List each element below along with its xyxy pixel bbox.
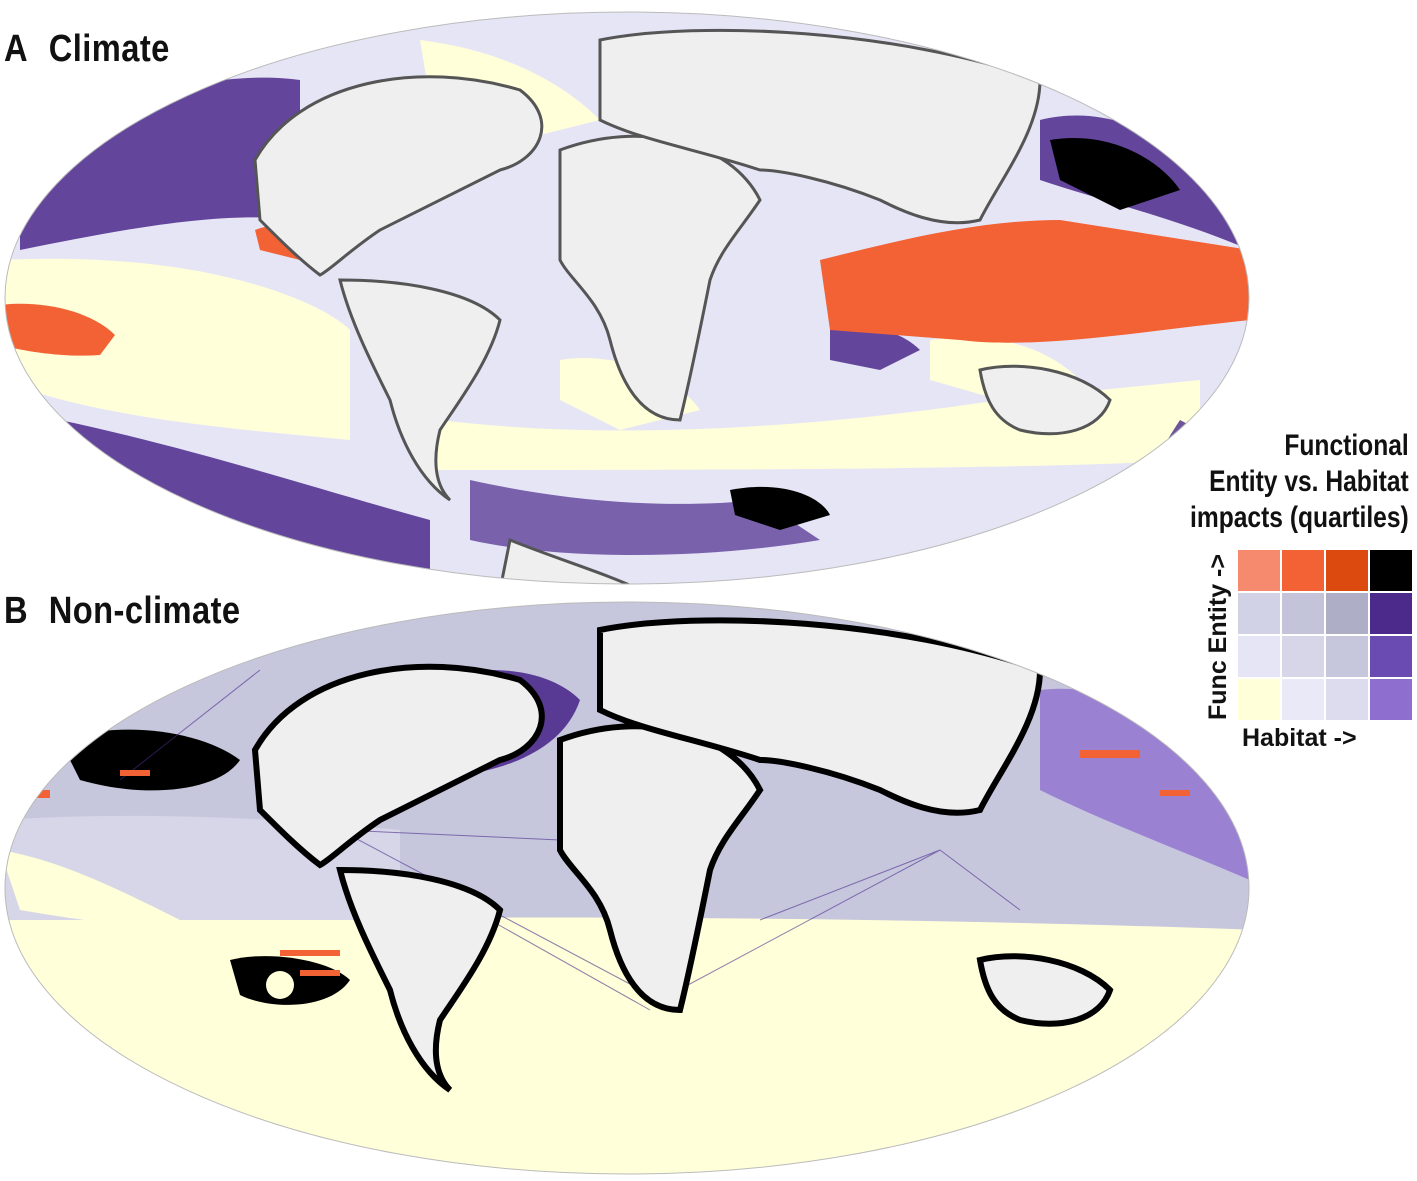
legend-swatch [1282, 636, 1324, 677]
legend-swatch [1238, 679, 1280, 720]
legend-swatch [1370, 550, 1412, 591]
legend-title-line: Entity vs. Habitat [1209, 465, 1409, 498]
high-both-impact-region [60, 729, 240, 791]
high-habitat-impact-region [470, 480, 820, 555]
high-functional-entity-impact-region [820, 220, 1249, 343]
low-impact-region [5, 258, 350, 440]
legend-swatch [1370, 636, 1412, 677]
legend-swatch [1326, 550, 1368, 591]
non-climate-impact-map [4, 601, 1250, 1175]
low-impact-region [266, 971, 294, 999]
legend-title: Functional Entity vs. Habitat impacts (q… [1190, 428, 1409, 536]
high-both-impact-region [1050, 138, 1180, 210]
high-both-impact-region [730, 486, 830, 530]
bivariate-legend: Functional Entity vs. Habitat impacts (q… [1150, 428, 1412, 758]
legend-swatch [1370, 593, 1412, 634]
legend-title-line: impacts (quartiles) [1190, 501, 1409, 534]
legend-color-grid [1238, 550, 1412, 720]
legend-swatch [1282, 550, 1324, 591]
land-masses [253, 28, 1112, 584]
legend-swatch [1282, 679, 1324, 720]
panel-b-letter: B [4, 590, 29, 632]
panel-a-letter: A [4, 28, 29, 70]
legend-swatch [1326, 679, 1368, 720]
legend-x-axis-label: Habitat -> [1242, 724, 1357, 752]
legend-title-line: Functional [1284, 429, 1409, 462]
map-outline [4, 601, 1250, 1175]
legend-swatch [1282, 593, 1324, 634]
high-habitat-impact-region [40, 420, 430, 580]
legend-swatch [1326, 636, 1368, 677]
climate-impact-map [4, 11, 1250, 585]
panel-b-label: B Non-climate [4, 590, 240, 633]
panel-a-title: Climate [48, 28, 170, 70]
panel-b-title: Non-climate [48, 590, 241, 632]
land-masses [251, 617, 1114, 1093]
high-functional-entity-impact-region [5, 303, 115, 356]
map-outline [4, 11, 1250, 585]
legend-swatch [1238, 636, 1280, 677]
high-habitat-impact-region [830, 326, 920, 370]
panel-a-label: A Climate [4, 28, 170, 71]
low-impact-region [5, 850, 180, 925]
legend-swatch [1370, 679, 1412, 720]
legend-y-axis-label: Func Entity -> [1204, 554, 1232, 720]
legend-swatch [1326, 593, 1368, 634]
legend-swatch [1238, 593, 1280, 634]
legend-swatch [1238, 550, 1280, 591]
